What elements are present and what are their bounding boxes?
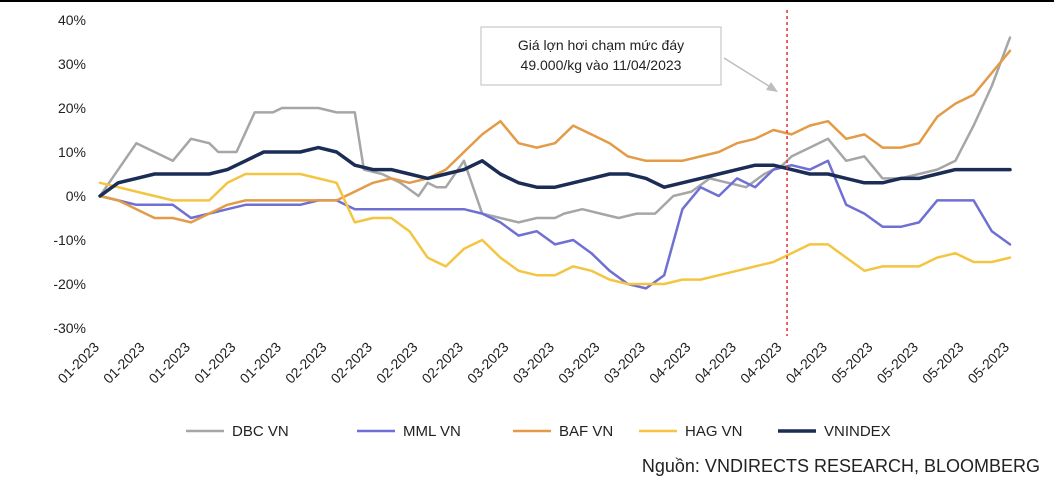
x-tick-label: 01-2023 [236, 339, 284, 387]
x-tick-label: 03-2023 [509, 339, 557, 387]
source-note: Nguồn: VNDIRECTS RESEARCH, BLOOMBERG [641, 456, 1040, 476]
x-tick-label: 03-2023 [555, 339, 603, 387]
legend-label-dbc-vn: DBC VN [232, 423, 289, 440]
x-tick-label: 02-2023 [327, 339, 375, 387]
x-tick-label: 02-2023 [418, 339, 466, 387]
legend-label-baf-vn: BAF VN [559, 423, 613, 440]
y-tick-label: 40% [58, 12, 86, 28]
series-line-dbc-vn [98, 36, 1012, 224]
y-tick-label: -30% [53, 320, 86, 336]
x-tick-label: 04-2023 [737, 339, 785, 387]
series-layer [98, 36, 1012, 290]
x-tick-label: 01-2023 [145, 339, 193, 387]
x-tick-label: 02-2023 [282, 339, 330, 387]
x-tick-label: 03-2023 [600, 339, 648, 387]
annotation-box [480, 26, 722, 86]
x-tick-label: 05-2023 [873, 339, 921, 387]
x-tick-label: 01-2023 [191, 339, 239, 387]
x-tick-label: 04-2023 [691, 339, 739, 387]
annotation-line-2: 49.000/kg vào 11/04/2023 [521, 57, 682, 73]
y-tick-label: 10% [58, 144, 86, 160]
legend-label-vnindex: VNINDEX [824, 423, 891, 440]
y-tick-label: -10% [53, 232, 86, 248]
annotation-line-1: Giá lợn hơi chạm mức đáy [518, 37, 684, 53]
y-tick-label: 20% [58, 100, 86, 116]
x-tick-label: 01-2023 [54, 339, 102, 387]
x-tick-label: 01-2023 [100, 339, 148, 387]
legend: DBC VN MML VN BAF VN HAG VN VNINDEX [186, 423, 891, 440]
x-tick-label: 05-2023 [919, 339, 967, 387]
annotation-arrowhead [766, 82, 778, 92]
legend-label-hag-vn: HAG VN [685, 423, 743, 440]
series-line-hag-vn [98, 172, 1012, 286]
series-line-vnindex [98, 145, 1012, 198]
annotation-arrow [723, 57, 773, 89]
x-axis: 01-202301-202301-202301-202301-202302-20… [54, 339, 1012, 387]
y-tick-label: -20% [53, 276, 86, 292]
x-tick-label: 05-2023 [964, 339, 1012, 387]
legend-label-mml-vn: MML VN [403, 423, 461, 440]
x-tick-label: 05-2023 [828, 339, 876, 387]
y-tick-label: 0% [66, 188, 86, 204]
x-tick-label: 02-2023 [373, 339, 421, 387]
y-axis: 40% 30% 20% 10% 0% -10% -20% -30% [53, 12, 86, 336]
y-tick-label: 30% [58, 56, 86, 72]
series-line-mml-vn [98, 159, 1012, 290]
x-tick-label: 04-2023 [782, 339, 830, 387]
series-line-baf-vn [98, 49, 1012, 224]
annotation: Giá lợn hơi chạm mức đáy 49.000/kg vào 1… [480, 10, 788, 336]
x-tick-label: 03-2023 [464, 339, 512, 387]
x-tick-label: 04-2023 [646, 339, 694, 387]
